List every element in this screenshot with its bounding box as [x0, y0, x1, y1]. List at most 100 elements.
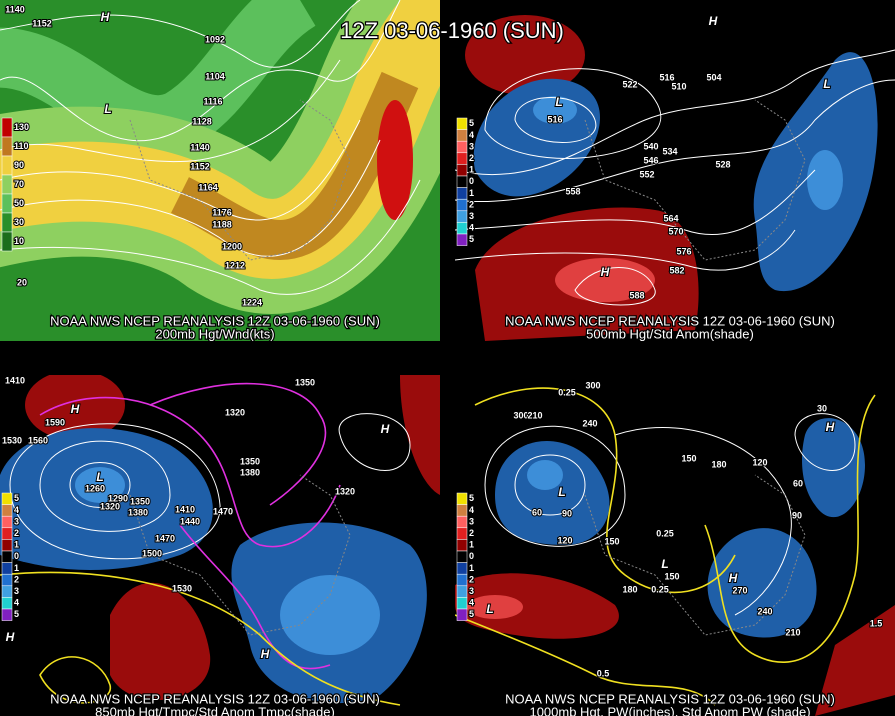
pressure-center: H: [101, 10, 110, 24]
shade: [802, 418, 865, 518]
legend-label: 4: [469, 130, 474, 140]
legend-swatch: [456, 198, 468, 212]
caption: 200mb Hgt/Wnd(kts): [155, 326, 274, 341]
contour-label: 120: [557, 535, 572, 545]
shade: [280, 575, 380, 655]
coastline: [129, 474, 351, 636]
contour-label: 1224: [242, 297, 262, 307]
contour-label: 150: [664, 571, 679, 581]
legend-label: 1: [469, 540, 474, 550]
legend-label: 0: [14, 551, 19, 561]
contour: [474, 387, 736, 594]
contour-label: 0.25: [651, 584, 669, 594]
legend-label: 2: [469, 574, 474, 584]
contour-label: 1116: [203, 96, 222, 106]
contour-label: 1320: [225, 407, 245, 417]
pressure-center: L: [555, 95, 562, 109]
legend-swatch: [1, 174, 13, 195]
legend-swatch: [1, 155, 13, 176]
legend-label: 130: [14, 122, 29, 132]
contour-label: 1350: [240, 456, 260, 466]
caption: NOAA NWS NCEP REANALYSIS 12Z 03-06-1960 …: [505, 691, 835, 706]
contour: [455, 614, 716, 706]
legend-swatch: [1, 562, 13, 575]
legend-swatch: [1, 527, 13, 540]
contour-label: 570: [668, 226, 683, 236]
contour-label: 210: [785, 627, 800, 637]
legend-label: 4: [14, 505, 19, 515]
contour-label: 270: [732, 585, 747, 595]
legend-swatch: [456, 550, 468, 563]
legend-label: 3: [14, 586, 19, 596]
contour-label: 516: [659, 72, 674, 82]
panel-overlay: 5165225165105045405465345285525585645705…: [456, 13, 836, 343]
contour: [0, 59, 341, 163]
panel-1000mb: [455, 375, 895, 716]
contour: [455, 49, 895, 176]
legend-label: 90: [14, 160, 24, 170]
contour-label: 1140: [5, 4, 25, 14]
legend-swatch: [1, 231, 13, 252]
shade: [170, 71, 419, 261]
legend-label: 3: [469, 516, 474, 526]
contour-label: 1188: [212, 219, 232, 229]
contour-label: 30: [817, 403, 827, 413]
contour-label: 588: [629, 290, 644, 300]
contour-label: 180: [711, 459, 726, 469]
contour-label: 1200: [222, 241, 242, 251]
legend-label: 50: [14, 198, 24, 208]
contour-label: 210: [527, 410, 542, 420]
legend-swatch: [456, 515, 468, 529]
contour: [794, 413, 856, 471]
legend-label: 1: [469, 188, 474, 198]
contour-label: 1260: [85, 483, 105, 493]
caption: NOAA NWS NCEP REANALYSIS 12Z 03-06-1960 …: [505, 313, 835, 328]
contour: [149, 382, 327, 506]
caption: 850mb Hgt/Tmpc/Std Anom Tmpc(shade): [95, 704, 335, 716]
legend-swatch: [1, 193, 13, 214]
shade: [465, 15, 585, 95]
contour-label: 1092: [205, 34, 225, 44]
contour-label: 1350: [130, 496, 150, 506]
shade: [75, 467, 125, 503]
caption: 500mb Hgt/Std Anom(shade): [586, 326, 754, 341]
legend-label: 1: [469, 165, 474, 175]
contour: [0, 119, 361, 221]
contour-label: 1140: [190, 142, 210, 152]
contour: [0, 179, 421, 295]
shade: [455, 573, 619, 639]
shade: [400, 375, 440, 495]
legend-swatch: [456, 233, 468, 246]
legend-swatch: [456, 164, 468, 177]
contour-label: 528: [715, 159, 730, 169]
contour-label: 60: [793, 478, 803, 488]
legend-swatch: [1, 117, 13, 138]
contour-label: 540: [643, 141, 658, 151]
legend-swatch: [1, 212, 13, 233]
contour-label: 1104: [205, 71, 225, 81]
legend-label: 1: [469, 563, 474, 573]
shade: [815, 605, 895, 716]
legend-swatch: [1, 136, 13, 157]
contour: [484, 68, 662, 159]
pressure-center: H: [71, 402, 80, 416]
legend-swatch: [456, 222, 468, 235]
contour-label: 180: [622, 584, 637, 594]
contour-label: 1470: [155, 533, 175, 543]
shade: [527, 460, 563, 490]
coastline: [129, 99, 351, 261]
legend-label: 5: [469, 493, 474, 503]
legend-swatch: [1, 585, 13, 598]
contour-label: 150: [604, 536, 619, 546]
pressure-center: H: [261, 647, 270, 661]
contour-label: 576: [676, 246, 691, 256]
legend-swatch: [456, 129, 468, 142]
legend-swatch: [456, 152, 468, 165]
contour-label: 1128: [192, 116, 212, 126]
contour-label: 90: [562, 508, 572, 518]
legend-swatch: [456, 562, 468, 575]
contour-label: 60: [532, 507, 542, 517]
pressure-center: L: [558, 485, 565, 499]
contour-label: 1530: [172, 583, 192, 593]
